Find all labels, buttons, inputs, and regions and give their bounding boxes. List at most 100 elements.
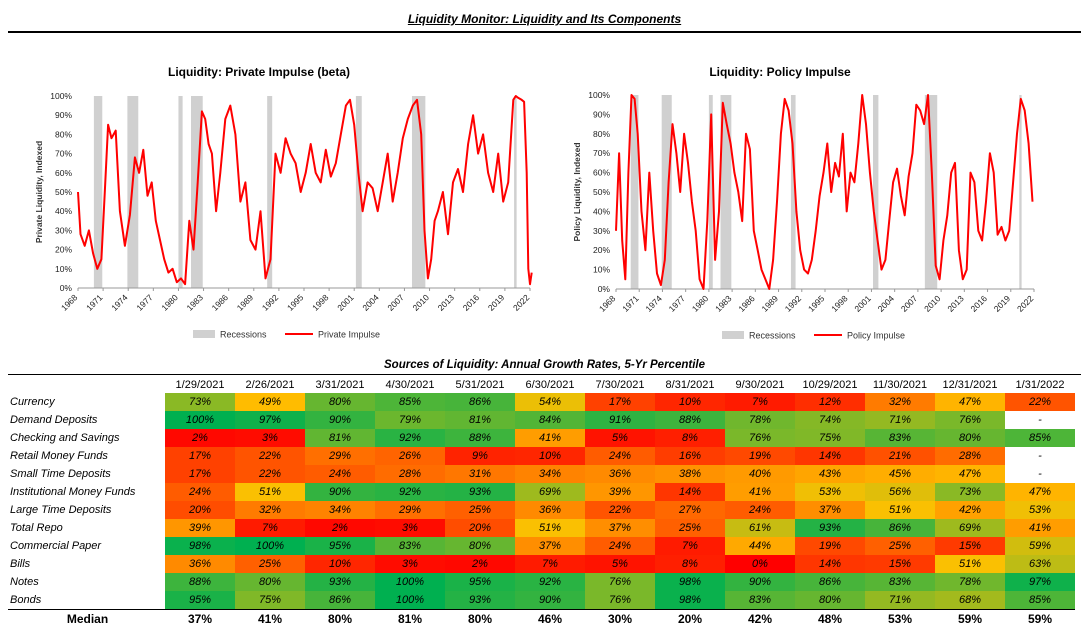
row-label: Checking and Savings: [10, 432, 120, 444]
table-cell: 81%: [445, 411, 515, 429]
chart-title: Liquidity: Private Impulse (beta): [168, 65, 350, 79]
table-cell: 2%: [165, 429, 235, 447]
y-tick-label: 100%: [50, 91, 72, 101]
y-axis-label: Private Liquidity, Indexed: [34, 141, 44, 243]
median-cell: 30%: [585, 609, 655, 628]
table-cell: 22%: [235, 465, 305, 483]
table-cell: 68%: [935, 591, 1005, 610]
table-cell: 24%: [725, 501, 795, 519]
policy-impulse-chart: Liquidity: Policy Impulse 0% 10% 20% 30% 40% 5…: [572, 65, 1036, 341]
median-cell: 81%: [375, 609, 445, 628]
table-cell: 61%: [725, 519, 795, 537]
table-cell: 39%: [585, 483, 655, 501]
table-cell: 54%: [515, 393, 585, 411]
y-tick-label: 90%: [593, 109, 610, 119]
table-cell: 53%: [795, 483, 865, 501]
column-header: 6/30/2021: [525, 378, 575, 391]
row-label: Bills: [10, 558, 31, 570]
table-cell: 83%: [865, 429, 935, 447]
y-tick-label: 70%: [55, 149, 72, 159]
table-cell: 24%: [305, 465, 375, 483]
row-label: Demand Deposits: [10, 414, 98, 426]
table-row: Total Repo 39% 7% 2% 3% 20% 51% 37% 25% 61% 93% 86%…: [8, 519, 1075, 537]
table-cell: 15%: [865, 555, 935, 573]
table-cell: 90%: [305, 483, 375, 501]
x-tick-label: 2010: [922, 293, 943, 314]
x-tick-label: 1992: [260, 292, 281, 313]
x-tick-label: 2007: [899, 293, 920, 314]
table-cell: 12%: [795, 393, 865, 411]
table-row: Currency 73% 49% 80% 85% 86% 54% 17% 10% 7% 12% 32%…: [8, 393, 1075, 411]
table-cell: 14%: [655, 483, 725, 501]
table-cell: 95%: [165, 591, 235, 610]
table-cell: 95%: [445, 573, 515, 591]
row-label: Currency: [10, 396, 55, 408]
table-cell: 29%: [375, 501, 445, 519]
x-tick-label: 2022: [511, 292, 532, 313]
table-cell: 100%: [165, 411, 235, 429]
column-header: 11/30/2021: [872, 378, 928, 391]
table-cell: 93%: [445, 483, 515, 501]
y-tick-label: 60%: [55, 168, 72, 178]
x-tick-label: 1986: [736, 293, 757, 314]
table-cell: 25%: [235, 555, 305, 573]
x-tick-label: 2010: [411, 292, 432, 313]
table-cell: 74%: [795, 411, 865, 429]
table-cell: 73%: [935, 483, 1005, 501]
recession-band: [1019, 95, 1022, 289]
table-cell: 7%: [725, 393, 795, 411]
table-cell: 19%: [725, 447, 795, 465]
table-cell: 98%: [165, 537, 235, 555]
table-cell: 25%: [865, 537, 935, 555]
private-impulse-chart: Liquidity: Private Impulse (beta) 0% 10% 20…: [34, 65, 533, 340]
row-label: Bonds: [10, 594, 42, 606]
table-cell: 88%: [165, 573, 235, 591]
table-cell: 31%: [445, 465, 515, 483]
column-header: 7/30/2021: [595, 378, 645, 391]
table-cell: 88%: [445, 429, 515, 447]
row-label: Notes: [10, 576, 39, 588]
table-cell: 44%: [725, 537, 795, 555]
x-tick-label: 1968: [59, 292, 80, 313]
x-tick-label: 2004: [876, 293, 897, 314]
column-header: 3/31/2021: [315, 378, 365, 391]
table-cell: 2%: [305, 519, 375, 537]
x-tick-label: 1995: [285, 292, 306, 313]
table-cell: 69%: [935, 519, 1005, 537]
x-tick-label: 1995: [806, 293, 827, 314]
median-cell: 42%: [725, 609, 795, 628]
table-cell: 3%: [375, 555, 445, 573]
x-tick-label: 2016: [461, 292, 482, 313]
x-tick-label: 1989: [760, 293, 781, 314]
column-header: 4/30/2021: [385, 378, 435, 391]
x-tick-label: 1983: [185, 292, 206, 313]
table-cell: 20%: [165, 501, 235, 519]
table-cell: 36%: [515, 501, 585, 519]
table-cell: 2%: [445, 555, 515, 573]
table-cell: 37%: [515, 537, 585, 555]
table-cell: 97%: [235, 411, 305, 429]
table-cell: 47%: [1005, 483, 1075, 501]
table-cell: 100%: [375, 591, 445, 610]
column-header: 1/29/2021: [175, 378, 225, 391]
table-title: Sources of Liquidity: Annual Growth Rate…: [384, 359, 705, 371]
column-header: 10/29/2021: [802, 378, 858, 391]
table-cell: 59%: [1005, 537, 1075, 555]
recession-band: [661, 95, 672, 289]
table-cell: 41%: [515, 429, 585, 447]
table-cell: 71%: [865, 411, 935, 429]
series-line: [615, 94, 1034, 290]
x-tick-label: 2013: [945, 293, 966, 314]
table-cell: 25%: [445, 501, 515, 519]
table-cell: 51%: [865, 501, 935, 519]
table-cell: 24%: [585, 447, 655, 465]
table-cell: 51%: [515, 519, 585, 537]
table-cell: 51%: [935, 555, 1005, 573]
table-row: Institutional Money Funds 24% 51% 90% 92% 93%…: [8, 483, 1075, 501]
table-cell: 45%: [865, 465, 935, 483]
table-cell: 76%: [585, 591, 655, 610]
table-cell: 47%: [935, 393, 1005, 411]
row-label: Institutional Money Funds: [10, 486, 136, 498]
table-cell: 7%: [515, 555, 585, 573]
table-cell: 20%: [445, 519, 515, 537]
